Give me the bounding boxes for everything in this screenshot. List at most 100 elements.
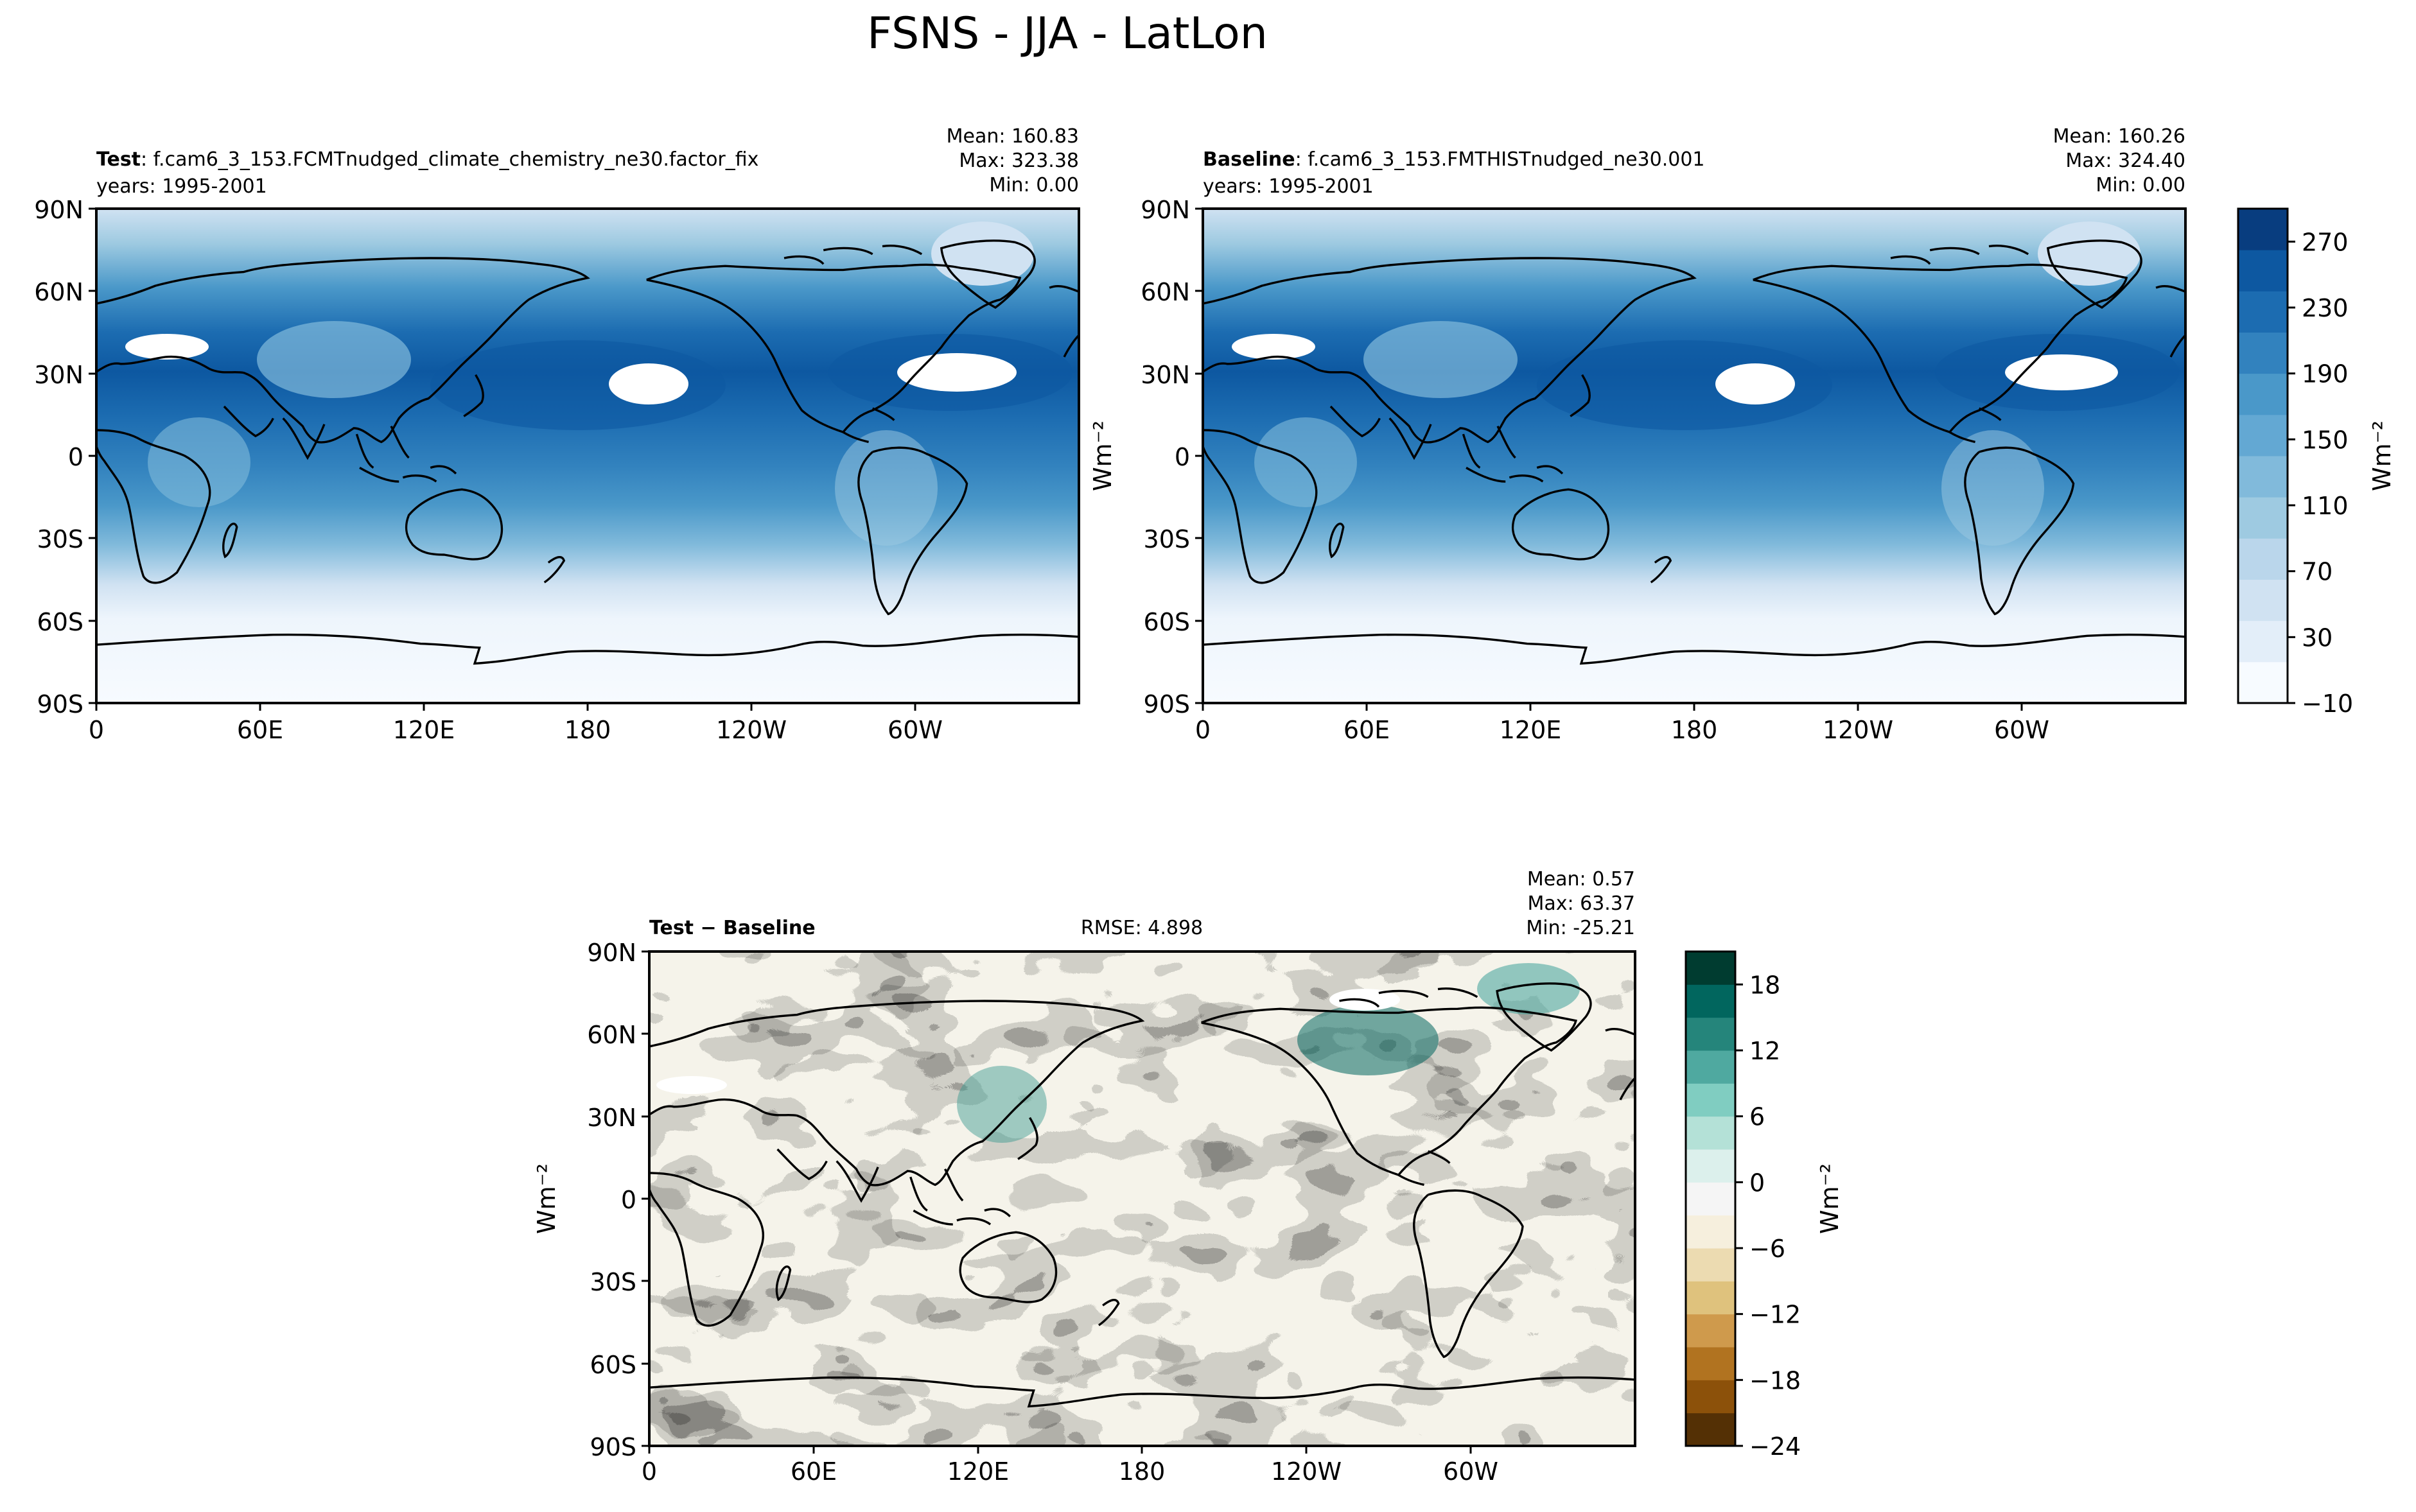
baseline-label-bold: Baseline: [1203, 148, 1295, 171]
diff-colorbar-tick-label: −24: [1749, 1432, 1801, 1461]
baseline-y-tick-label: 90S: [1144, 690, 1190, 718]
test-stat-mean: Mean: 160.83: [947, 125, 1079, 148]
diff-y-tick-label: 90S: [590, 1433, 636, 1461]
test-x-tick-label: 0: [89, 716, 104, 744]
test-x-tick: 180: [565, 703, 611, 744]
main-colorbar-cell: [2238, 579, 2288, 621]
main-colorbar-cell: [2238, 456, 2288, 498]
diff-colorbar: −24 −18 −12 −6 0 6 12 18 Wm⁻²: [1685, 950, 1844, 1461]
main-colorbar-tick-label: 230: [2302, 294, 2349, 322]
main-colorbar-tick-label: 70: [2302, 558, 2333, 586]
diff-colorbar-cell: [1686, 1182, 1735, 1216]
baseline-x-tick-label: 60W: [1994, 716, 2049, 744]
diff-panel: 90N 60N 30N 0 30S 60S 90S 0 60E 120E 180…: [532, 868, 1636, 1486]
baseline-stat-mean: Mean: 160.26: [2053, 125, 2185, 148]
diff-stat-mean: Mean: 0.57: [1527, 868, 1635, 891]
test-y-ticks: 90N 60N 30N 0 30S 60S 90S: [34, 196, 96, 718]
baseline-subtropical-band: [1537, 340, 1832, 430]
baseline-y-tick-label: 60N: [1141, 278, 1190, 306]
baseline-white-europe: [1232, 334, 1315, 360]
test-x-tick: 120W: [716, 703, 787, 744]
diff-colorbar-tick-label: 6: [1749, 1103, 1765, 1131]
main-colorbar-cell: [2238, 332, 2288, 374]
main-colorbar-cell: [2238, 250, 2288, 291]
baseline-amazon-lighter: [1941, 430, 2044, 546]
diff-x-ticks: 0 60E 120E 180 120W 60W: [642, 1446, 1498, 1486]
test-y-tick-label: 30N: [34, 361, 83, 389]
diff-colorbar-cell: [1686, 1215, 1735, 1249]
main-colorbar-frame: [2237, 207, 2289, 704]
diff-y-tick-label: 30N: [587, 1104, 636, 1132]
baseline-stat-min: Min: 0.00: [2096, 174, 2185, 196]
baseline-x-tick: 60E: [1344, 703, 1390, 744]
main-colorbar-tick-label: 270: [2302, 228, 2349, 256]
diff-y-tick-label: 0: [621, 1186, 636, 1214]
diff-x-tick-label: 120W: [1271, 1457, 1342, 1486]
diff-colorbar-cell: [1686, 1050, 1735, 1084]
test-y-tick: 60N: [34, 278, 96, 306]
test-panel: 90N 60N 30N 0 30S 60S 90S 0 60E 120E 180…: [34, 125, 1080, 744]
baseline-y-tick: 0: [1175, 443, 1203, 471]
diff-colorbar-cell: [1686, 984, 1735, 1018]
test-amazon-lighter: [835, 430, 938, 546]
diff-y-ticks: 90N 60N 30N 0 30S 60S 90S: [587, 939, 649, 1461]
diff-x-tick-label: 60E: [791, 1457, 837, 1486]
test-y-tick-label: 60S: [37, 608, 83, 636]
diff-colorbar-cell: [1686, 1083, 1735, 1117]
main-colorbar-ticks: −10 30 70 110 150 190 230 270: [2288, 228, 2353, 718]
diff-x-tick: 120E: [947, 1446, 1009, 1486]
baseline-y-tick: 30S: [1144, 525, 1203, 553]
diff-colorbar-cell: [1686, 1116, 1735, 1150]
test-x-tick-label: 120W: [716, 716, 787, 744]
main-colorbar-cell: [2238, 209, 2288, 250]
baseline-y-tick-label: 60S: [1144, 608, 1190, 636]
test-x-tick: 0: [89, 703, 104, 744]
baseline-x-tick: 120W: [1823, 703, 1893, 744]
main-colorbar-cell: [2238, 497, 2288, 539]
test-africa-lighter: [148, 417, 250, 507]
diff-colorbar-cell: [1686, 1017, 1735, 1051]
baseline-run-label: Baseline: f.cam6_3_153.FMTHISTnudged_ne3…: [1203, 148, 1705, 171]
baseline-x-tick: 120E: [1500, 703, 1561, 744]
main-colorbar-cell: [2238, 620, 2288, 663]
baseline-africa-lighter: [1254, 417, 1357, 507]
main-colorbar-label: Wm⁻²: [2368, 421, 2396, 491]
test-subtropical-band: [430, 340, 726, 430]
baseline-y-tick: 60N: [1141, 278, 1203, 306]
test-y-tick: 90S: [37, 690, 96, 718]
test-x-tick: 120E: [393, 703, 455, 744]
diff-y-tick: 30N: [587, 1104, 649, 1132]
test-x-ticks: 0 60E 120E 180 120W 60W: [89, 703, 943, 744]
diff-colorbar-tick-label: −12: [1749, 1301, 1801, 1329]
baseline-x-ticks: 0 60E 120E 180 120W 60W: [1195, 703, 2049, 744]
diff-colorbar-tick-label: 18: [1749, 971, 1780, 999]
baseline-y-tick-label: 30N: [1141, 361, 1190, 389]
test-x-tick: 60E: [237, 703, 283, 744]
test-run-label: Test: f.cam6_3_153.FCMTnudged_climate_ch…: [96, 148, 758, 171]
baseline-y-tick-label: 90N: [1141, 196, 1190, 224]
baseline-y-tick-label: 30S: [1144, 525, 1190, 553]
diff-colorbar-cell: [1686, 1347, 1735, 1380]
diff-canada-teal: [1297, 1005, 1439, 1075]
test-y-tick: 30S: [37, 525, 96, 553]
baseline-y-tick: 90S: [1144, 690, 1203, 718]
test-y-tick-label: 0: [68, 443, 83, 471]
test-years: years: 1995-2001: [96, 175, 267, 198]
diff-colorbar-cell: [1686, 1380, 1735, 1414]
diff-colorbar-tick-label: 12: [1749, 1037, 1780, 1065]
baseline-asia-lighter: [1363, 321, 1518, 398]
diff-x-tick: 120W: [1271, 1446, 1342, 1486]
diff-colorbar-tick-label: −6: [1749, 1235, 1785, 1263]
test-y-tick-label: 90N: [34, 196, 83, 224]
test-x-tick-label: 120E: [393, 716, 455, 744]
baseline-white-atlantic: [2005, 354, 2118, 390]
test-y-tick: 90N: [34, 196, 96, 224]
main-colorbar-tick-label: 190: [2302, 360, 2349, 388]
test-y-tick: 30N: [34, 361, 96, 389]
diff-colorbar-label: Wm⁻²: [1816, 1163, 1844, 1234]
diff-y-tick-label: 60S: [590, 1351, 636, 1379]
diff-y-tick: 90S: [590, 1433, 649, 1461]
test-y-tick: 60S: [37, 608, 96, 636]
diff-y-tick: 60S: [590, 1351, 649, 1379]
baseline-white-pacific: [1715, 363, 1795, 404]
